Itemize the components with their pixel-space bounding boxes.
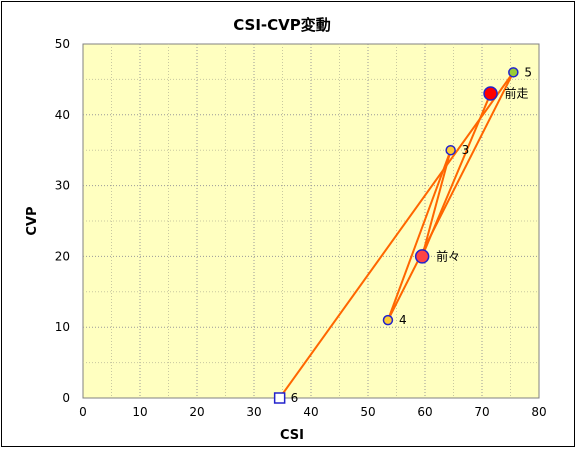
chart-title: CSI-CVP変動 <box>233 16 331 34</box>
y-axis-label: CVP <box>25 206 40 235</box>
y-tick-label: 30 <box>55 179 70 193</box>
x-tick-label: 70 <box>474 405 489 419</box>
y-tick-labels: 0 10 20 30 40 50 <box>55 37 70 405</box>
x-tick-label: 10 <box>132 405 147 419</box>
point-marker <box>273 392 286 404</box>
series-path <box>278 71 515 399</box>
point-label: 4 <box>399 313 407 327</box>
y-tick-label: 20 <box>55 249 70 263</box>
y-tick-label: 50 <box>55 37 70 51</box>
csi-cvp-chart: CSI-CVP変動 0 10 20 30 40 50 60 70 80 01020304050 … <box>25 16 547 443</box>
point-label: 3 <box>462 143 470 157</box>
point-label: 前走 <box>505 86 529 101</box>
point-label: 前々 <box>436 248 460 263</box>
path-segment <box>387 71 515 321</box>
y-tick-label: 40 <box>55 108 70 122</box>
y-tick-label: 10 <box>55 320 70 334</box>
point-marker <box>508 67 519 78</box>
grid-lines <box>83 44 539 398</box>
point-marker <box>445 144 456 156</box>
x-tick-label: 40 <box>303 405 318 419</box>
x-tick-label: 30 <box>246 405 261 419</box>
x-tick-label: 60 <box>417 405 432 419</box>
point-marker <box>382 314 394 326</box>
x-axis-label: CSI <box>280 428 304 443</box>
path-segment <box>387 149 452 321</box>
y-tick-label: 0 <box>62 391 70 405</box>
x-tick-label: 50 <box>360 405 375 419</box>
point-marker <box>414 249 430 264</box>
point-label: 6 <box>291 391 299 405</box>
x-tick-label: 20 <box>189 405 204 419</box>
point-label: 5 <box>524 65 532 79</box>
x-tick-labels: 0 10 20 30 40 50 60 70 80 <box>79 405 546 419</box>
x-tick-label: 80 <box>531 405 546 419</box>
x-tick-label: 0 <box>79 405 87 419</box>
data-markers <box>273 67 519 404</box>
point-marker <box>483 86 498 101</box>
path-segment <box>278 71 515 399</box>
